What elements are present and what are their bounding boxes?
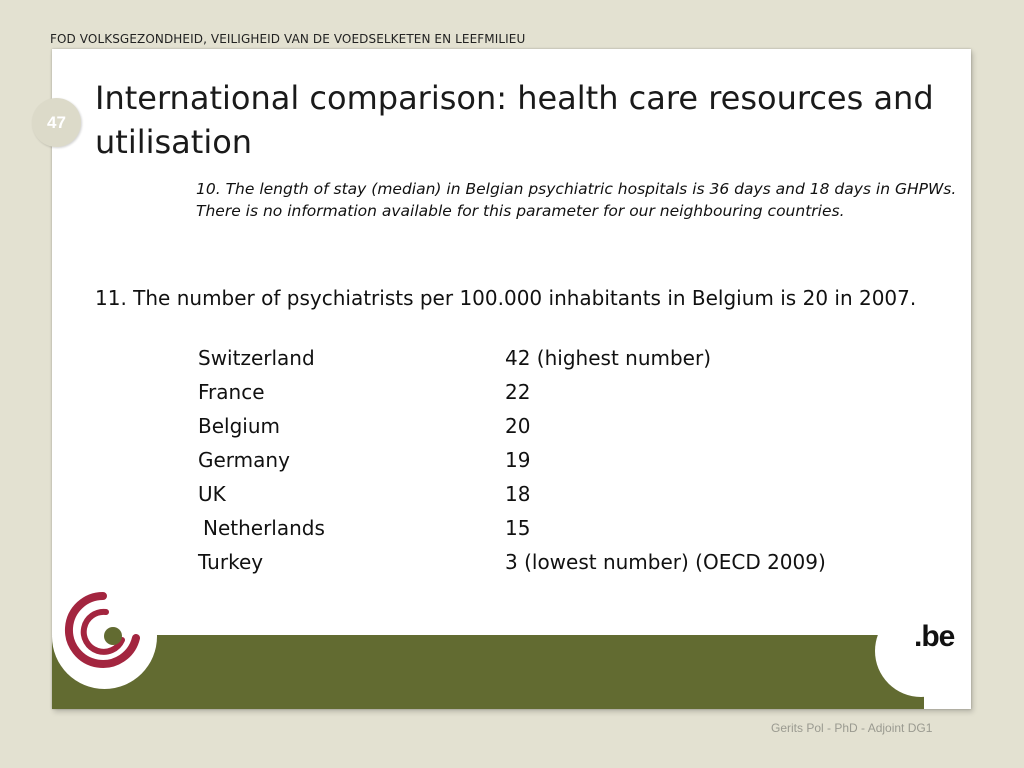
value-cell: 19	[505, 448, 531, 472]
psychiatrists-table: Switzerland 42 (highest number) France 2…	[198, 341, 898, 579]
table-row: Switzerland 42 (highest number)	[198, 341, 898, 375]
author-credit: Gerits Pol - PhD - Adjoint DG1	[771, 721, 933, 735]
paragraph-length-of-stay: 10. The length of stay (median) in Belgi…	[196, 180, 957, 220]
country-cell: France	[198, 380, 265, 404]
table-row: Netherlands 15	[198, 511, 898, 545]
table-row: Turkey 3 (lowest number) (OECD 2009)	[198, 545, 898, 579]
value-cell: 22	[505, 380, 531, 404]
paragraph-psychiatrists: 11. The number of psychiatrists per 100.…	[95, 286, 917, 310]
footer-band	[52, 635, 971, 709]
value-cell: 18	[505, 482, 531, 506]
table-row: Belgium 20	[198, 409, 898, 443]
country-cell: Belgium	[198, 414, 280, 438]
country-cell: UK	[198, 482, 226, 506]
country-cell: Germany	[198, 448, 290, 472]
country-cell: Turkey	[198, 550, 264, 574]
fod-health-logo-icon	[64, 592, 140, 668]
table-row: France 22	[198, 375, 898, 409]
slide-card	[52, 49, 971, 709]
country-cell: Netherlands	[203, 516, 325, 540]
value-cell: 3 (lowest number) (OECD 2009)	[505, 550, 826, 574]
value-cell: 15	[505, 516, 531, 540]
value-cell: 42 (highest number)	[505, 346, 711, 370]
table-row: UK 18	[198, 477, 898, 511]
slide-title: International comparison: health care re…	[95, 79, 934, 161]
table-row: Germany 19	[198, 443, 898, 477]
country-cell: Switzerland	[198, 346, 315, 370]
value-cell: 20	[505, 414, 531, 438]
slide-number-badge: 47	[32, 98, 81, 147]
organization-header: FOD VOLKSGEZONDHEID, VEILIGHEID VAN DE V…	[50, 32, 526, 46]
be-logo-icon: .be	[914, 620, 955, 653]
right-logo-bar	[924, 635, 971, 709]
